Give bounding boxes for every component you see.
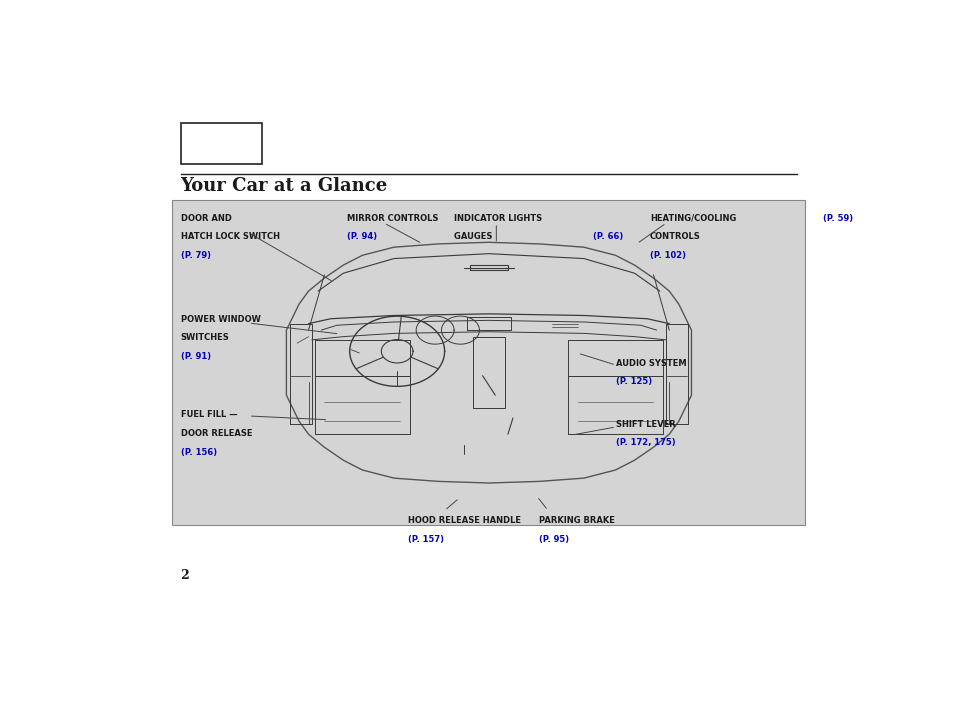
Text: (P. 95): (P. 95) <box>538 535 569 544</box>
Text: (P. 91): (P. 91) <box>180 352 211 361</box>
Text: HATCH LOCK SWITCH: HATCH LOCK SWITCH <box>180 232 279 241</box>
Text: (P. 94): (P. 94) <box>347 232 376 241</box>
Text: CONTROLS: CONTROLS <box>649 232 700 241</box>
Text: SHIFT LEVER: SHIFT LEVER <box>616 420 675 429</box>
Text: AUDIO SYSTEM: AUDIO SYSTEM <box>616 359 686 368</box>
Text: HOOD RELEASE HANDLE: HOOD RELEASE HANDLE <box>407 516 520 525</box>
Text: (P. 156): (P. 156) <box>180 448 216 457</box>
Text: SWITCHES: SWITCHES <box>180 334 229 342</box>
Text: (P. 172, 175): (P. 172, 175) <box>616 438 675 447</box>
Text: MIRROR CONTROLS: MIRROR CONTROLS <box>347 214 437 223</box>
Text: HEATING/COOLING: HEATING/COOLING <box>649 214 736 223</box>
Text: DOOR AND: DOOR AND <box>180 214 232 223</box>
Text: 2: 2 <box>180 569 189 582</box>
Text: (P. 125): (P. 125) <box>616 377 652 386</box>
Text: (P. 157): (P. 157) <box>407 535 443 544</box>
FancyBboxPatch shape <box>172 200 804 525</box>
Text: (P. 59): (P. 59) <box>822 214 853 223</box>
FancyBboxPatch shape <box>180 124 262 165</box>
Text: INDICATOR LIGHTS: INDICATOR LIGHTS <box>454 214 544 223</box>
Text: FUEL FILL —: FUEL FILL — <box>180 410 237 420</box>
Text: (P. 79): (P. 79) <box>180 251 211 260</box>
Text: Your Car at a Glance: Your Car at a Glance <box>180 177 388 195</box>
Text: POWER WINDOW: POWER WINDOW <box>180 315 260 324</box>
Text: (P. 66): (P. 66) <box>592 232 622 241</box>
Text: PARKING BRAKE: PARKING BRAKE <box>538 516 615 525</box>
Text: (P. 102): (P. 102) <box>649 251 685 260</box>
Text: DOOR RELEASE: DOOR RELEASE <box>180 429 252 438</box>
Text: GAUGES: GAUGES <box>454 232 495 241</box>
